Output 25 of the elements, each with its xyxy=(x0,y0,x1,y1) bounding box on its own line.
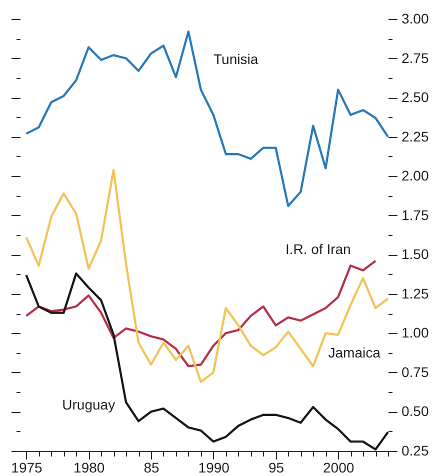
y-tick-label: 1.25 xyxy=(402,285,429,302)
y-tick-label: 2.00 xyxy=(402,168,429,184)
y-tick-label: 2.25 xyxy=(402,128,429,144)
x-tick-label: 95 xyxy=(268,460,284,476)
y-tick-label: 1.50 xyxy=(402,246,429,262)
x-tick-label: 1975 xyxy=(11,460,43,476)
y-tick-label: 2.50 xyxy=(402,89,429,106)
y-tick-label: 0.25 xyxy=(402,442,429,458)
x-tick-label: 85 xyxy=(144,460,160,476)
y-tick-label: 2.75 xyxy=(402,50,429,66)
y-tick-label: 1.75 xyxy=(402,206,429,223)
series-label: I.R. of Iran xyxy=(285,240,351,257)
series-label: Jamaica xyxy=(328,344,381,361)
y-tick-label: 0.50 xyxy=(402,403,429,420)
series-label: Uruguay xyxy=(62,396,116,412)
y-tick-label: 1.00 xyxy=(402,324,429,341)
x-tick-label: 1990 xyxy=(198,460,230,476)
x-tick-label: 2000 xyxy=(323,460,354,476)
x-tick-label: 1980 xyxy=(74,460,105,476)
y-tick-label: 3.00 xyxy=(402,10,429,26)
line-series xyxy=(25,168,390,383)
y-tick-label: 0.75 xyxy=(402,364,429,380)
line-series xyxy=(25,272,390,451)
line-series xyxy=(25,30,390,208)
series-label: Tunisia xyxy=(214,50,258,67)
